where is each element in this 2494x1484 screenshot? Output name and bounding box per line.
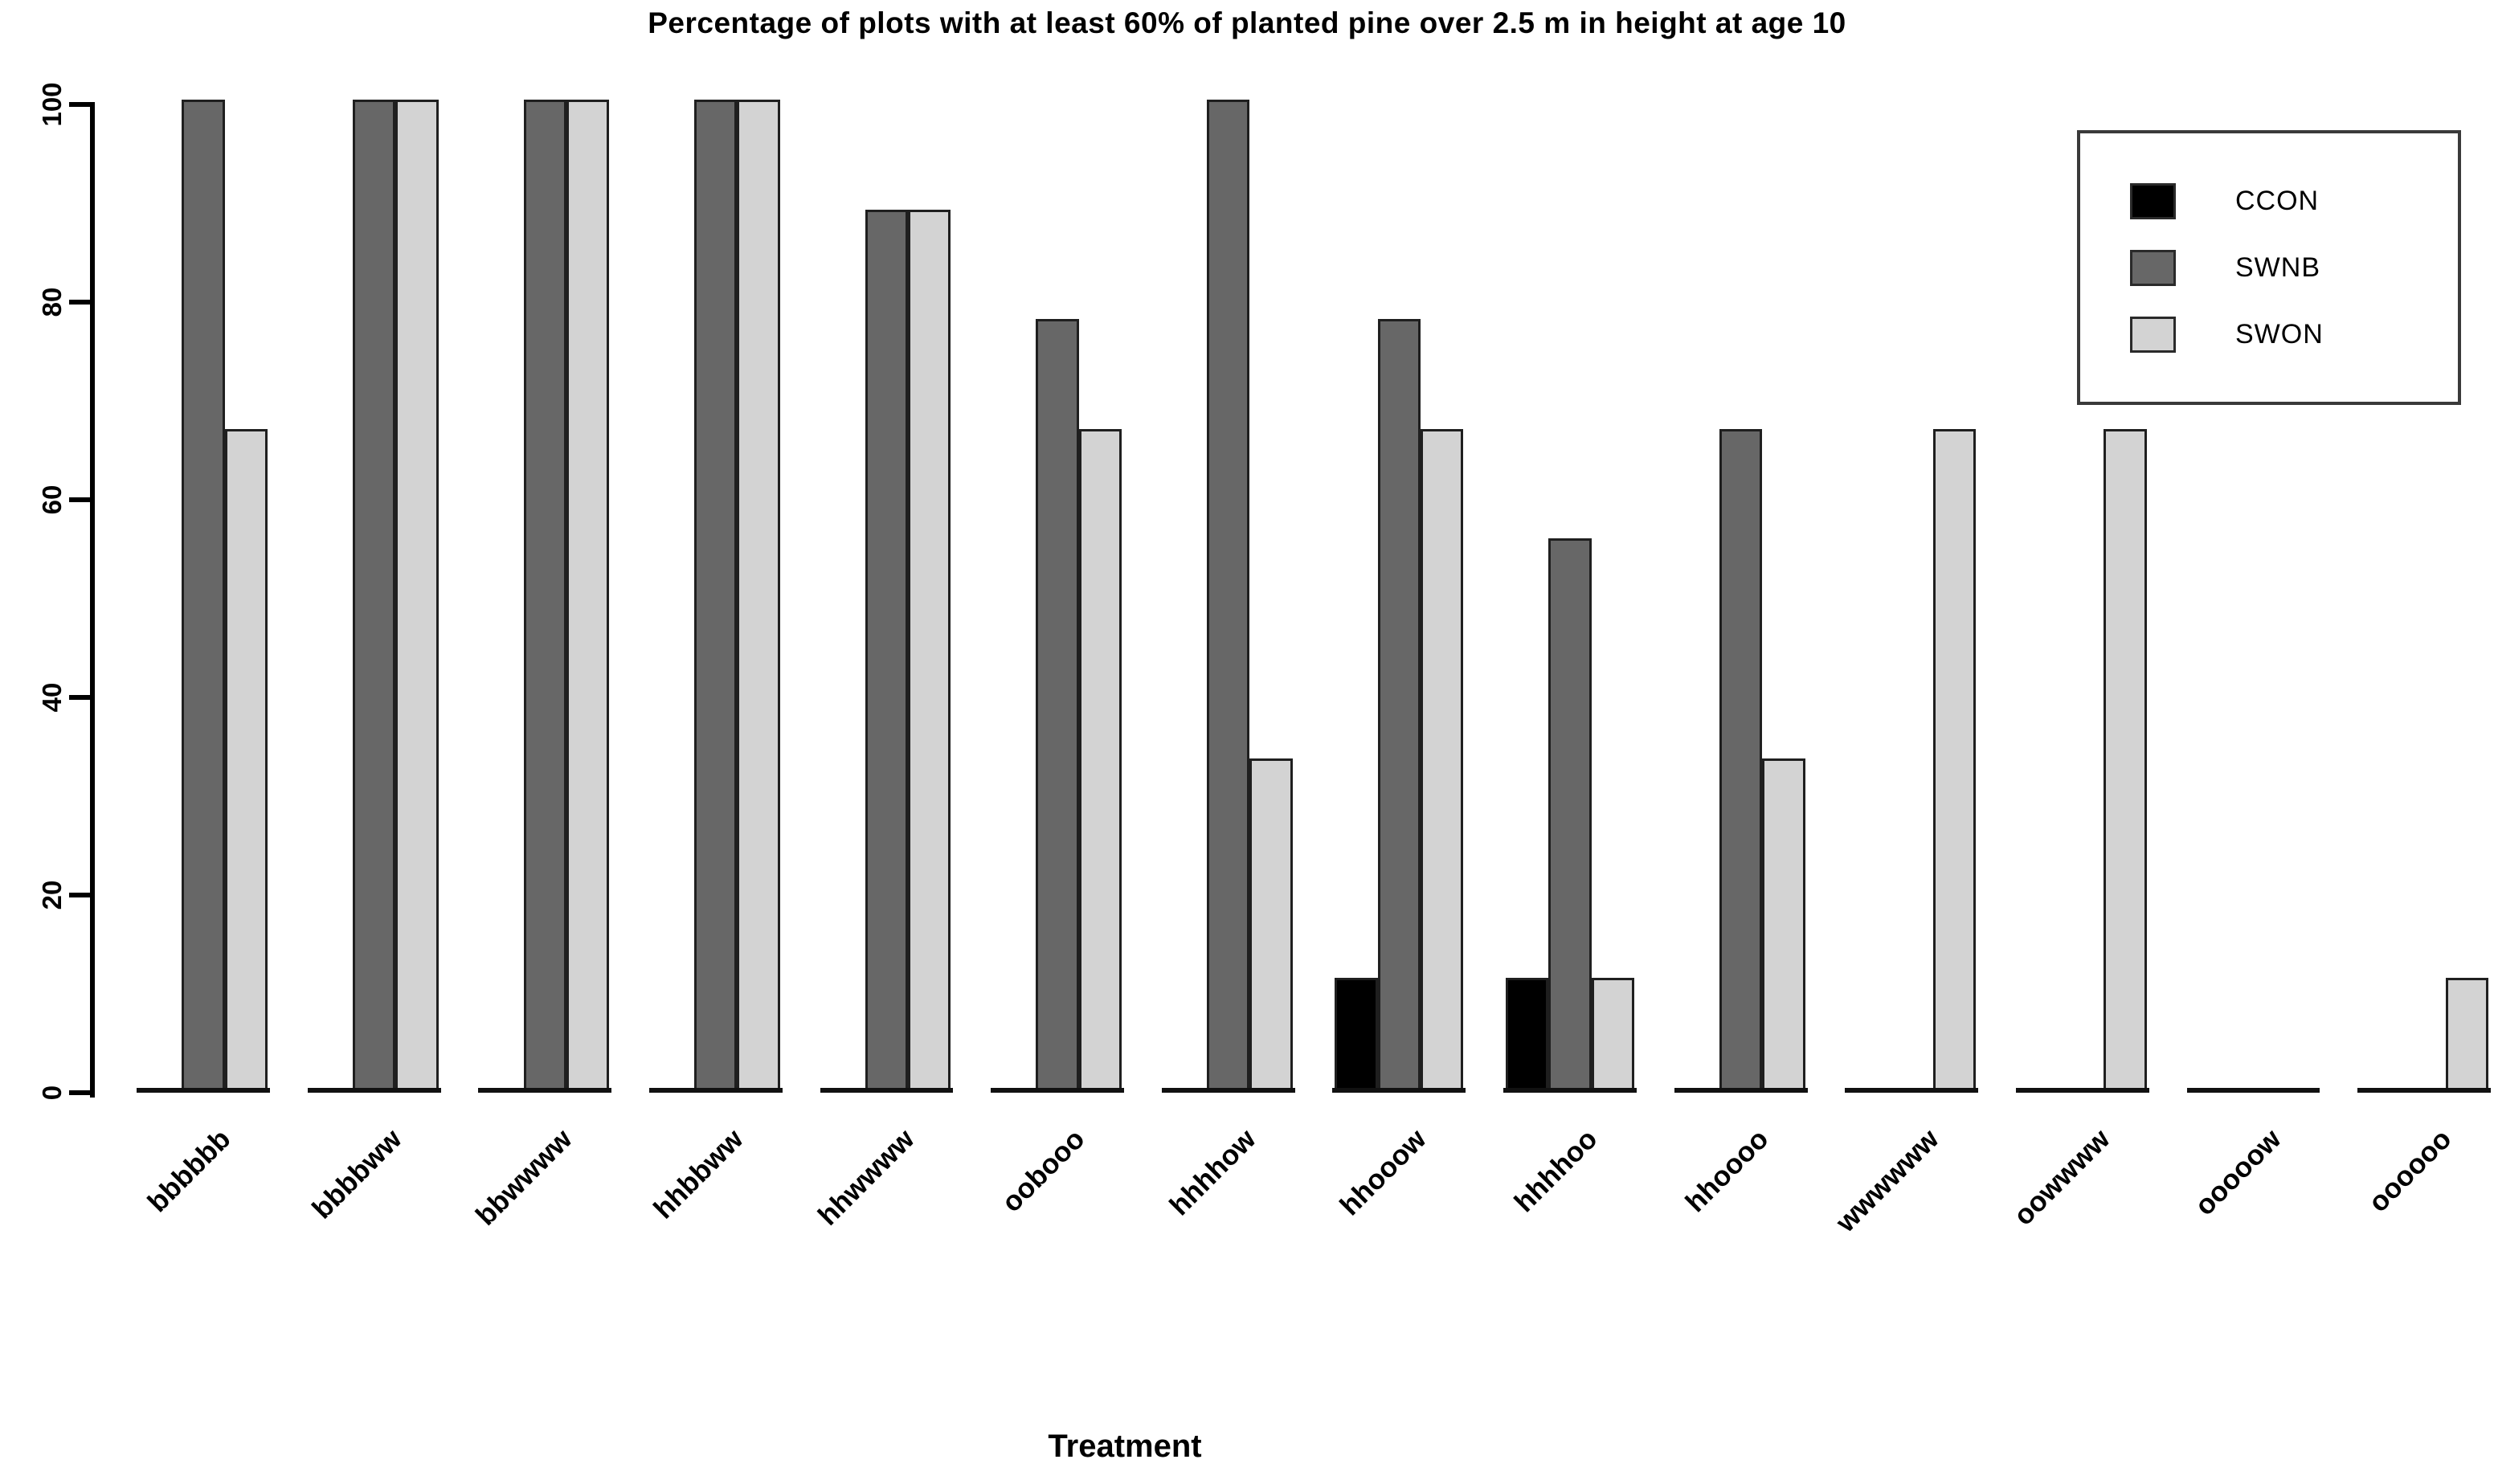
y-tick-label: 0 [37,1085,67,1101]
bar-swon [2445,978,2489,1088]
bar-group-bbwwww [436,100,612,1093]
y-axis-line [90,102,95,1098]
bar-group-hhhhoo [1462,538,1637,1093]
legend-swatch-swon [2130,316,2176,353]
bar-swon [1249,758,1293,1088]
bar-swon [566,100,610,1088]
bar-group-oowwww [1974,428,2149,1093]
y-tick [69,497,91,502]
x-tick-label-oobooo: oobooo [996,1123,1091,1219]
bar-swon [1932,428,1977,1088]
x-tick-label-ooooow: ooooow [2188,1123,2288,1222]
bar-group-hhhhow [1120,100,1295,1093]
bar-group-oooooo [2316,978,2492,1093]
y-tick [69,102,91,107]
bar-swon [1420,428,1464,1088]
bar-swnb [1719,428,1763,1088]
bar-swon [1762,758,1805,1088]
bar-group-bbbbww [266,100,441,1093]
y-tick [69,695,91,700]
x-tick-label-oooooo: oooooo [2362,1123,2458,1219]
bar-swon [1591,978,1634,1088]
legend-label-swnb: SWNB [2235,251,2320,283]
bar-swon [908,209,951,1088]
x-tick-label-wwwwww: wwwwww [1830,1123,1945,1239]
bar-swnb [1548,538,1592,1088]
bar-swon [737,100,780,1088]
legend-row-ccon: CCON [2130,182,2458,219]
bar-group-hhooow [1290,319,1466,1093]
x-tick-label-bbwwww: bbwwww [470,1123,579,1232]
legend-label-swon: SWON [2235,318,2324,350]
bar-swon [2104,428,2147,1088]
bar-swnb [1207,100,1250,1088]
bar-swnb [523,100,566,1088]
legend-row-swon: SWON [2130,316,2458,353]
bar-group-oobooo [949,319,1125,1093]
x-tick-label-hhhhoo: hhhhoo [1508,1123,1604,1219]
y-tick [69,300,91,305]
bar-swnb [352,100,396,1088]
bar-group-hhbbww [607,100,783,1093]
bar-ccon [1335,978,1378,1088]
legend-swatch-ccon [2130,182,2176,219]
y-tick [69,893,91,897]
bar-swnb [1036,319,1079,1088]
bar-swon [224,428,268,1088]
bar-swon [1078,428,1122,1088]
x-tick-label-bbbbww: bbbbww [305,1123,408,1225]
bar-swnb [865,209,909,1088]
x-tick-label-hhooow: hhooow [1334,1123,1433,1222]
bar-group-wwwwww [1803,428,1979,1093]
bar-swnb [1377,319,1421,1088]
y-tick-label: 100 [37,82,67,127]
x-tick-label-hhoooo: hhoooo [1679,1123,1775,1219]
x-tick-label-bbbbbb: bbbbbb [141,1123,237,1219]
x-tick-label-hhbbww: hhbbww [647,1123,750,1225]
bar-swnb [182,100,225,1088]
legend: CCON SWNB SWON [2077,130,2461,405]
chart-title: Percentage of plots with at least 60% of… [648,6,1846,39]
y-tick-label: 40 [37,682,67,713]
x-tick-label-oowwww: oowwww [2007,1123,2116,1232]
legend-swatch-swnb [2130,249,2176,286]
bar-swon [395,100,439,1088]
bar-group-bbbbbb [95,100,270,1093]
bar-group-hhwwww [779,209,954,1093]
y-tick-label: 60 [37,484,67,515]
bar-group-hhoooo [1633,428,1808,1093]
legend-label-ccon: CCON [2235,185,2320,216]
bar-ccon [1506,978,1549,1088]
y-tick-label: 20 [37,880,67,910]
x-tick-label-hhhhow: hhhhow [1163,1123,1262,1222]
y-tick-label: 80 [37,287,67,317]
x-tick-label-hhwwww: hhwwww [812,1123,921,1232]
y-tick [69,1090,91,1095]
legend-row-swnb: SWNB [2130,249,2458,286]
x-axis-title: Treatment [1048,1429,1202,1464]
plot-area [95,100,2492,1093]
bar-group-ooooow [2145,1088,2320,1093]
bar-swnb [694,100,738,1088]
